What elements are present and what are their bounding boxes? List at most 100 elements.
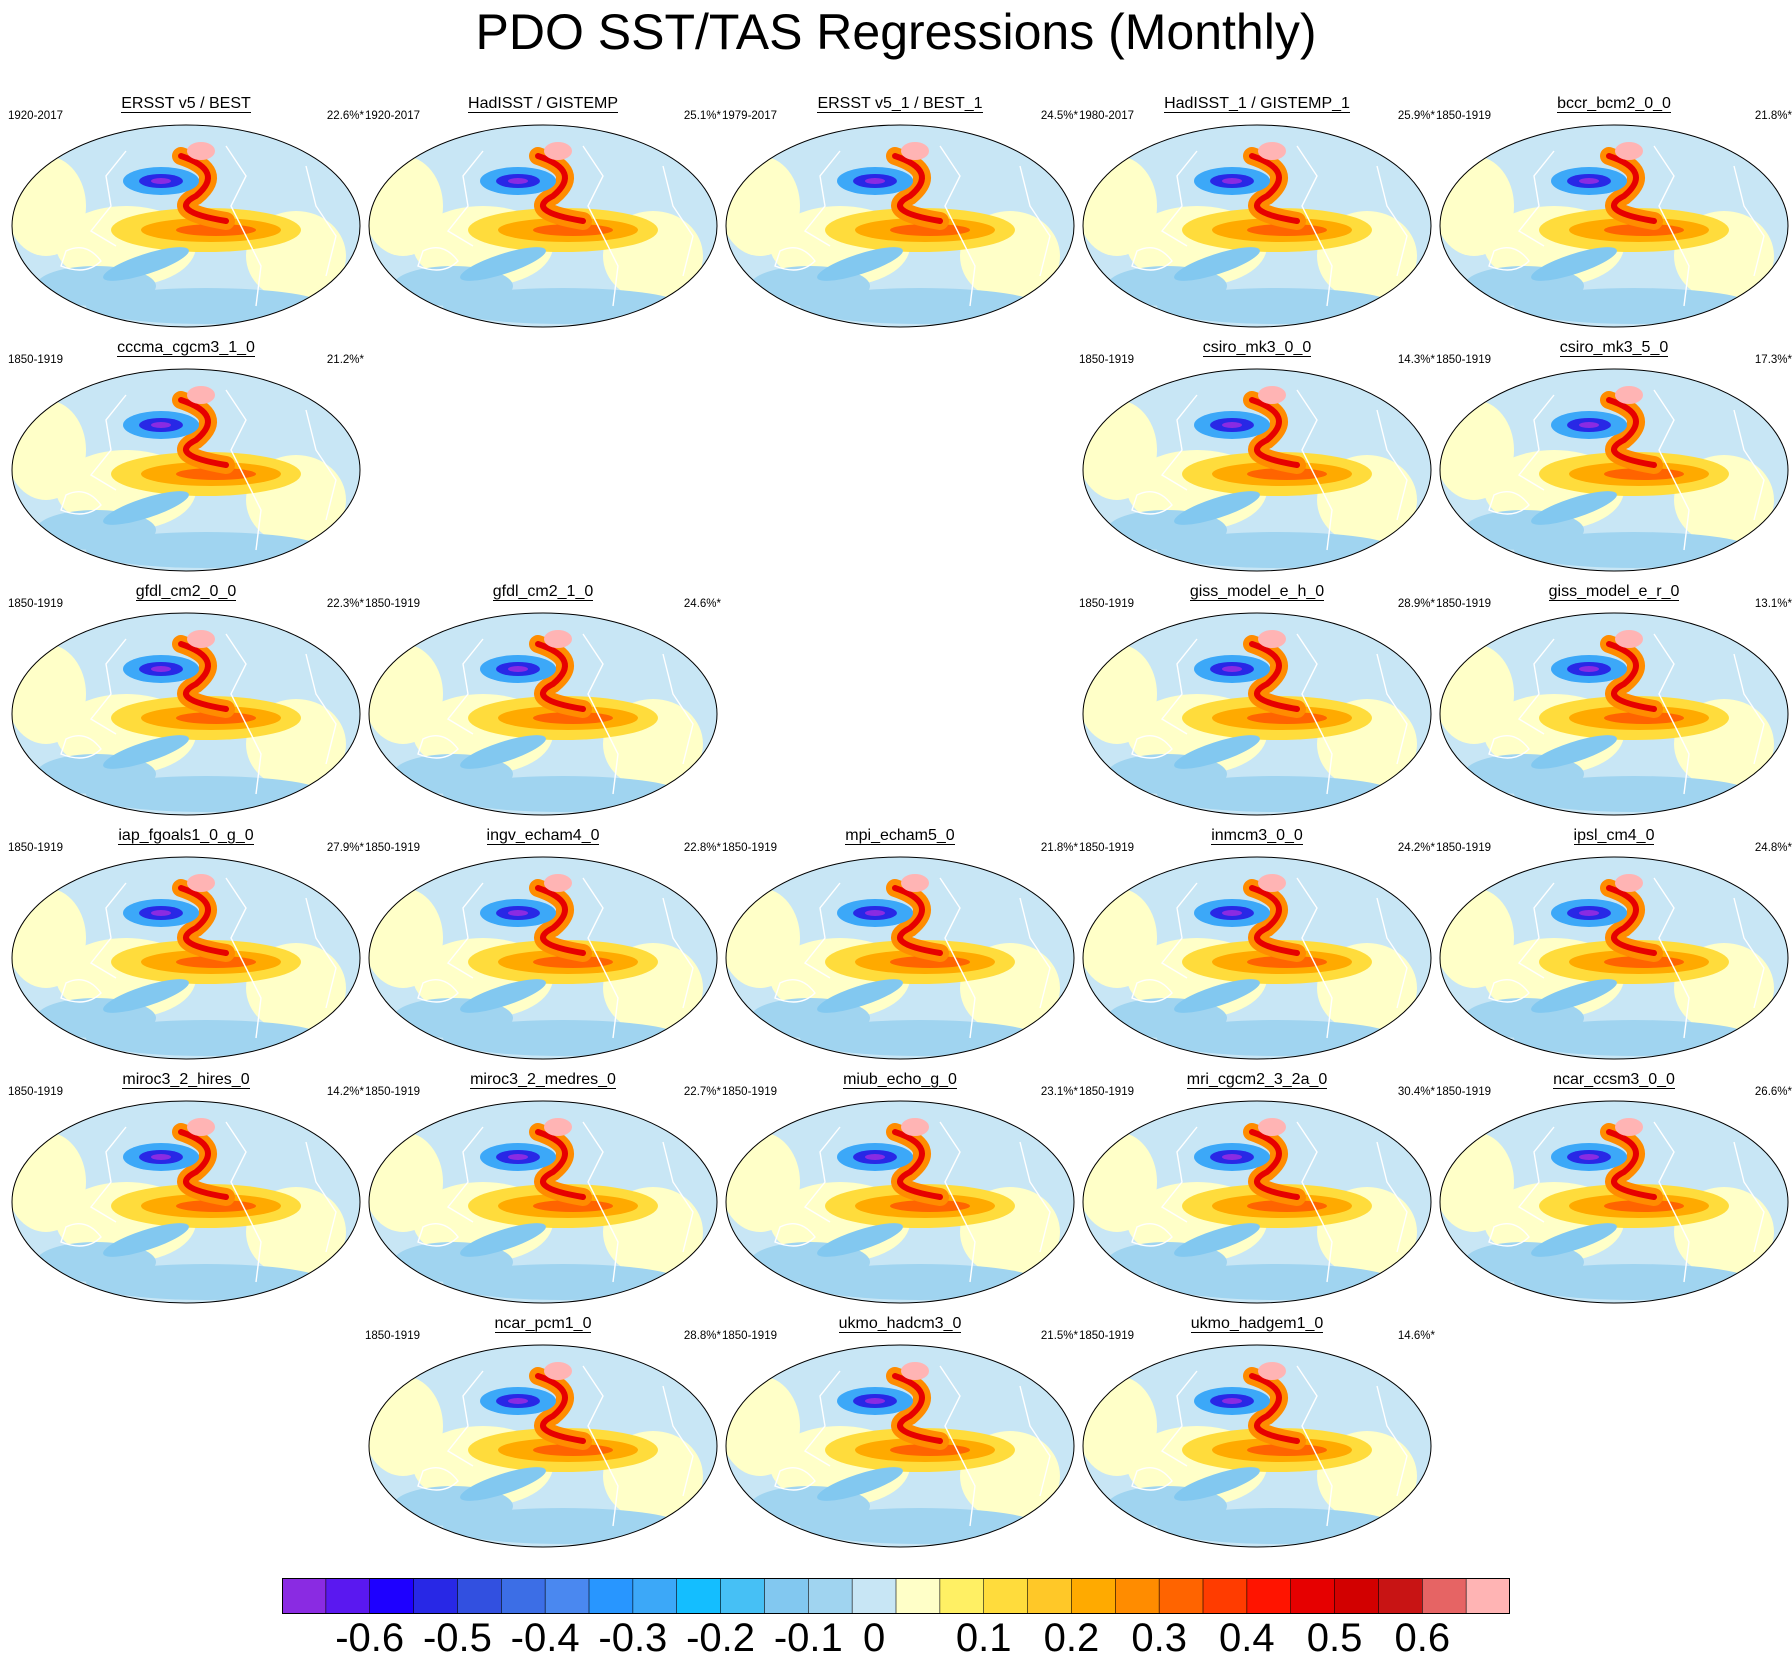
panel-title-text: mpi_echam5_0 <box>845 827 955 845</box>
colorbar-tick-label: 0.3 <box>1131 1616 1187 1660</box>
colorbar-swatch <box>983 1578 1029 1614</box>
regression-map <box>1439 856 1789 1060</box>
panel-title-text: miroc3_2_medres_0 <box>470 1071 616 1089</box>
colorbar-swatch <box>282 1578 327 1614</box>
panel-percent-variance: 14.2%* <box>326 1086 364 1098</box>
panel-title-text: csiro_mk3_5_0 <box>1559 339 1669 357</box>
panel-percent-variance: 25.1%* <box>683 110 721 122</box>
regression-map <box>1082 1344 1432 1548</box>
colorbar-swatch <box>501 1578 546 1614</box>
map-panel: ukmo_hadcm3_0 1850-1919 21.5%* <box>722 1314 1078 1550</box>
colorbar-tick-label: -0.5 <box>422 1616 492 1660</box>
regression-map <box>1082 856 1432 1060</box>
regression-map <box>725 1344 1075 1548</box>
map-panel: ncar_pcm1_0 1850-1919 28.8%* <box>365 1314 721 1550</box>
map-panel: gfdl_cm2_0_0 1850-1919 22.3%* <box>8 582 364 818</box>
colorbar-tick-label: 0 <box>862 1616 886 1660</box>
map-panel: mri_cgcm2_3_2a_0 1850-1919 30.4%* <box>1079 1070 1435 1306</box>
colorbar-swatch <box>852 1578 897 1614</box>
regression-map <box>368 856 718 1060</box>
colorbar-tick-label: 0.6 <box>1394 1616 1451 1660</box>
colorbar-swatch <box>720 1578 765 1614</box>
panel-percent-variance: 21.2%* <box>326 354 364 366</box>
page-title: PDO SST/TAS Regressions (Monthly) <box>475 4 1317 60</box>
panel-percent-variance: 24.5%* <box>1040 110 1078 122</box>
colorbar-swatch <box>1115 1578 1160 1614</box>
map-panel: giss_model_e_h_0 1850-1919 28.9%* <box>1079 582 1435 818</box>
map-panel: gfdl_cm2_1_0 1850-1919 24.6%* <box>365 582 721 818</box>
map-panel: miroc3_2_hires_0 1850-1919 14.2%* <box>8 1070 364 1306</box>
regression-map <box>725 1100 1075 1304</box>
panel-title-text: ERSST v5 / BEST <box>121 95 251 113</box>
colorbar-tick-label: 0.2 <box>1043 1616 1100 1660</box>
panel-title: ukmo_hadcm3_0 <box>722 1314 1078 1334</box>
colorbar-swatch <box>632 1578 678 1614</box>
map-panel: bccr_bcm2_0_0 1850-1919 21.8%* <box>1436 94 1792 330</box>
panel-title: ERSST v5_1 / BEST_1 <box>722 94 1078 114</box>
panel-title-text: ukmo_hadcm3_0 <box>838 1315 962 1333</box>
colorbar-swatch <box>413 1578 458 1614</box>
panel-period: 1850-1919 <box>365 1086 420 1098</box>
colorbar-swatch <box>545 1578 590 1614</box>
regression-map <box>11 368 361 572</box>
colorbar-tick-label: -0.2 <box>686 1616 756 1660</box>
panel-period: 1850-1919 <box>722 1330 777 1342</box>
panel-period: 1850-1919 <box>8 354 63 366</box>
panel-percent-variance: 30.4%* <box>1397 1086 1435 1098</box>
panel-title-text: ingv_echam4_0 <box>486 827 600 845</box>
panel-title-text: miub_echo_g_0 <box>843 1071 957 1089</box>
regression-map <box>1082 368 1432 572</box>
colorbar-tick-label: -0.4 <box>510 1616 580 1660</box>
regression-map <box>725 124 1075 328</box>
panel-title-text: csiro_mk3_0_0 <box>1202 339 1312 357</box>
panel-title: miub_echo_g_0 <box>722 1070 1078 1090</box>
regression-map <box>11 124 361 328</box>
panel-percent-variance: 14.3%* <box>1397 354 1435 366</box>
panel-title: ncar_ccsm3_0_0 <box>1436 1070 1792 1090</box>
colorbar-swatch <box>896 1578 941 1614</box>
colorbar-swatch <box>1027 1578 1072 1614</box>
regression-map <box>1439 612 1789 816</box>
panel-percent-variance: 13.1%* <box>1754 598 1792 610</box>
panel-title-text: bccr_bcm2_0_0 <box>1557 95 1671 113</box>
panel-title: miroc3_2_hires_0 <box>8 1070 364 1090</box>
panel-title-text: ukmo_hadgem1_0 <box>1190 1315 1324 1333</box>
map-panel: iap_fgoals1_0_g_0 1850-1919 27.9%* <box>8 826 364 1062</box>
panel-title-text: ncar_pcm1_0 <box>494 1315 592 1333</box>
panel-period: 1850-1919 <box>1079 598 1134 610</box>
panel-period: 1850-1919 <box>8 842 63 854</box>
panel-title: cccma_cgcm3_1_0 <box>8 338 364 358</box>
colorbar-swatch <box>1159 1578 1204 1614</box>
regression-map <box>1439 368 1789 572</box>
panel-percent-variance: 27.9%* <box>326 842 364 854</box>
colorbar-swatch <box>325 1578 371 1614</box>
map-panel: ipsl_cm4_0 1850-1919 24.8%* <box>1436 826 1792 1062</box>
panel-period: 1850-1919 <box>1079 354 1134 366</box>
colorbar-swatch <box>1378 1578 1423 1614</box>
map-panel: miroc3_2_medres_0 1850-1919 22.7%* <box>365 1070 721 1306</box>
regression-map <box>368 612 718 816</box>
colorbar-swatch <box>1422 1578 1467 1614</box>
colorbar-swatch <box>1203 1578 1248 1614</box>
panel-title: giss_model_e_r_0 <box>1436 582 1792 602</box>
panel-title-text: iap_fgoals1_0_g_0 <box>118 827 254 845</box>
panel-period: 1850-1919 <box>1436 842 1491 854</box>
map-panel: ukmo_hadgem1_0 1850-1919 14.6%* <box>1079 1314 1435 1550</box>
panel-period: 1850-1919 <box>1436 598 1491 610</box>
regression-map <box>1082 124 1432 328</box>
regression-map <box>368 124 718 328</box>
colorbar-tick-label: -0.1 <box>773 1616 843 1660</box>
colorbar-swatch <box>764 1578 809 1614</box>
panel-period: 1850-1919 <box>8 1086 63 1098</box>
panel-title-text: ERSST v5_1 / BEST_1 <box>817 95 983 113</box>
panel-percent-variance: 24.2%* <box>1397 842 1435 854</box>
panel-period: 1850-1919 <box>365 1330 420 1342</box>
panel-title-text: inmcm3_0_0 <box>1211 827 1303 845</box>
regression-map <box>368 1100 718 1304</box>
panel-period: 1850-1919 <box>1079 1330 1134 1342</box>
panel-title-text: gfdl_cm2_0_0 <box>135 583 237 601</box>
colorbar-swatch <box>808 1578 853 1614</box>
panel-title-text: giss_model_e_h_0 <box>1189 583 1325 601</box>
panel-title: giss_model_e_h_0 <box>1079 582 1435 602</box>
panel-period: 1850-1919 <box>722 1086 777 1098</box>
